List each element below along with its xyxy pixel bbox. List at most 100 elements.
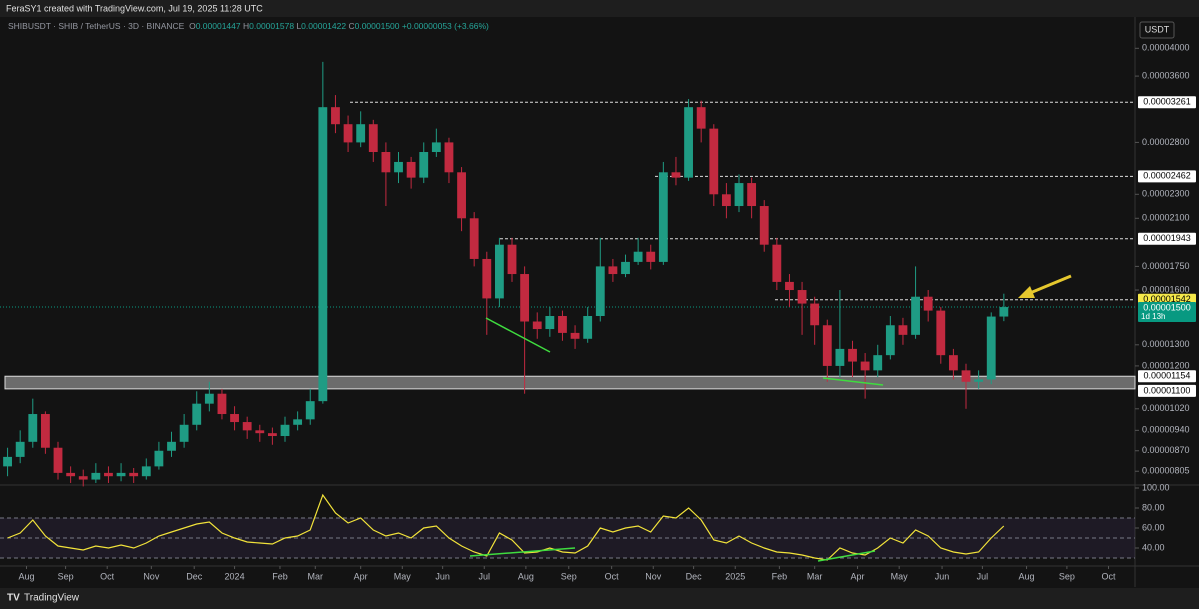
y-tick-label: 0.00001750 (1142, 261, 1190, 271)
x-tick-label: Feb (272, 571, 288, 581)
level-label: 0.00001943 (1143, 233, 1191, 243)
candle-body (154, 450, 164, 467)
candle-body (318, 107, 328, 402)
candle-body (608, 266, 618, 275)
candle-body (66, 472, 76, 477)
legend-value: 0.00001578 (249, 21, 295, 31)
candle-body (999, 307, 1009, 317)
candle-body (368, 124, 378, 152)
candle-body (230, 414, 239, 423)
y-tick-label: 0.00002800 (1142, 137, 1190, 147)
x-tick-label: Oct (100, 571, 115, 581)
arrow (1029, 274, 1072, 295)
candle-body (305, 401, 315, 420)
y-tick-label: 0.00002100 (1142, 213, 1190, 223)
level-label: 0.00002462 (1143, 171, 1191, 181)
candle-body (948, 355, 958, 371)
candle-body (583, 316, 593, 339)
candle-body (772, 244, 782, 282)
zone-box (1138, 370, 1196, 383)
candle-body (696, 107, 706, 129)
x-tick-label: Apr (354, 571, 368, 581)
legend-key: O (189, 21, 196, 31)
candle-body (507, 244, 517, 275)
candle-body (709, 128, 719, 195)
candle-body (431, 142, 441, 152)
x-tick-label: Sep (561, 571, 577, 581)
x-tick-label: 2024 (225, 571, 245, 581)
x-tick-label: Jul (479, 571, 491, 581)
candle-body (356, 124, 366, 143)
candle-body (860, 361, 870, 371)
y-tick-label: 40.00 (1142, 542, 1165, 552)
x-tick-label: May (891, 571, 909, 581)
candle-body (116, 472, 126, 477)
x-tick-label: Feb (772, 571, 788, 581)
candle-body (129, 472, 139, 477)
last-price-box (1138, 302, 1196, 323)
y-tick-label: 0.00001020 (1142, 403, 1190, 413)
x-tick-label: Apr (851, 571, 865, 581)
legend-value: 0.00001422 (301, 21, 347, 31)
candle-body (28, 414, 38, 442)
x-tick-label: 2025 (725, 571, 745, 581)
candle-body (255, 430, 265, 434)
candle-body (444, 142, 454, 173)
candle-body (53, 447, 63, 473)
y-tick-label: 80.00 (1142, 502, 1165, 512)
x-tick-label: Jun (435, 571, 450, 581)
x-tick-label: Dec (686, 571, 703, 581)
candle-body (15, 441, 25, 457)
candle-body (242, 422, 252, 431)
candle-body (482, 258, 492, 299)
brand-logo: TV (7, 593, 20, 604)
level-box (1138, 170, 1196, 183)
candle-body (822, 325, 832, 366)
last-price-label: 0.00001500 (1143, 302, 1191, 312)
candle-body (873, 355, 883, 371)
legend-value: 0.00001447 (195, 21, 241, 31)
x-tick-label: Sep (1059, 571, 1075, 581)
candle-body (621, 261, 630, 275)
x-tick-label: Sep (58, 571, 74, 581)
level-box (1138, 96, 1196, 109)
legend-value: 0.00001500 (354, 21, 400, 31)
candle-body (570, 332, 580, 339)
x-tick-label: Aug (1019, 571, 1035, 581)
candle-body (469, 218, 479, 259)
candle-body (961, 370, 971, 382)
arrow-head (1018, 286, 1035, 298)
countdown-label: 1d 13h (1141, 312, 1165, 321)
x-tick-label: Jul (977, 571, 989, 581)
legend-key: L (296, 21, 302, 31)
level-label: 0.00001542 (1143, 294, 1191, 304)
x-tick-label: Mar (308, 571, 324, 581)
x-tick-label: Oct (1102, 571, 1117, 581)
candle-body (293, 419, 303, 425)
candle-body (684, 107, 693, 178)
rsi-line (7, 493, 1005, 561)
candle-body (595, 266, 605, 317)
x-tick-label: Mar (807, 571, 823, 581)
candle-body (167, 441, 176, 451)
candle-body (520, 274, 530, 322)
candle-body (394, 161, 403, 173)
x-tick-label: Aug (518, 571, 534, 581)
divergence-line (469, 547, 576, 557)
support-zone (4, 375, 1136, 390)
footer-bar (0, 588, 1199, 609)
candle-body (835, 348, 845, 366)
candle-body (545, 316, 555, 330)
candle-body (658, 172, 668, 262)
x-tick-label: May (394, 571, 412, 581)
level-box (1138, 232, 1196, 245)
candle-body (141, 466, 151, 477)
candle-body (343, 124, 353, 143)
candle-body (532, 321, 542, 330)
currency-box (1139, 21, 1175, 39)
candle-body (457, 172, 466, 219)
candle-body (633, 251, 643, 262)
candle-body (91, 472, 101, 480)
candle-body (734, 183, 744, 207)
